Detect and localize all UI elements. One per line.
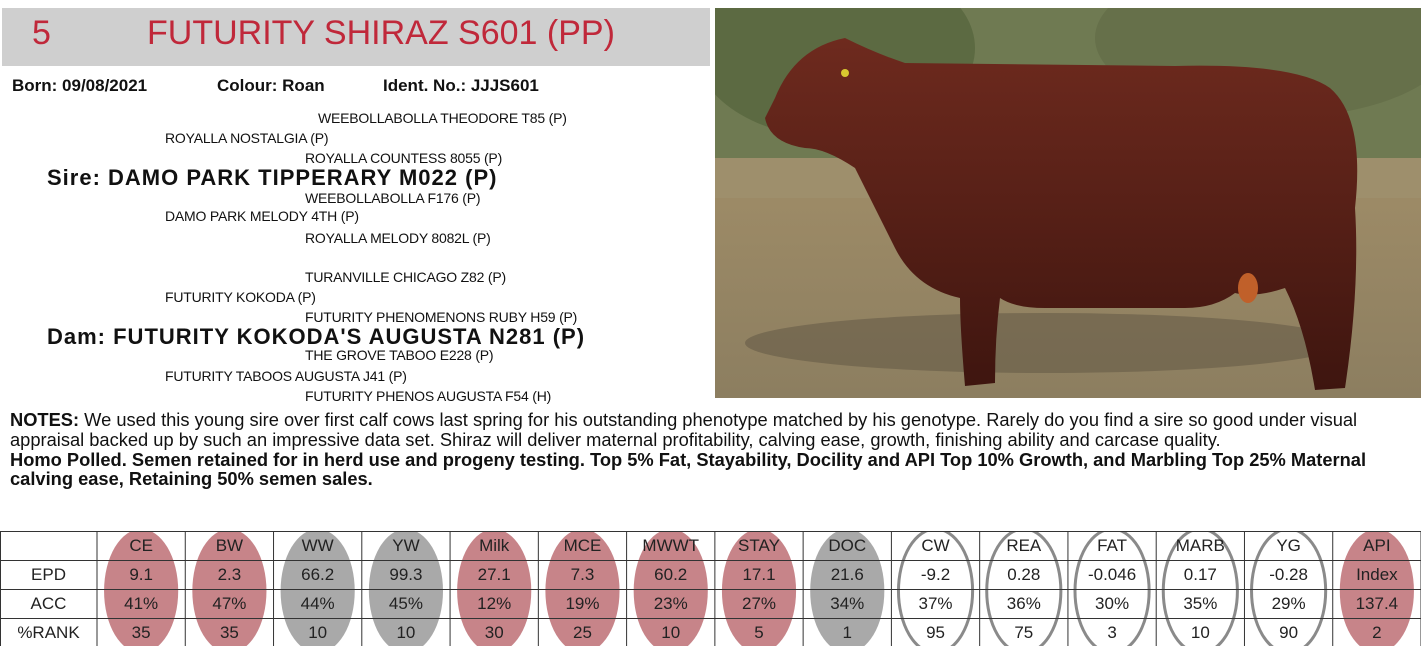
pedigree-line: FUTURITY KOKODA (P)	[165, 289, 316, 305]
notes-highlight: Homo Polled. Semen retained for in herd …	[10, 450, 1418, 488]
sire: Sire: DAMO PARK TIPPERARY M022 (P)	[47, 165, 497, 191]
table-cell: 95	[926, 623, 945, 642]
column-header: DOC	[828, 536, 866, 555]
table-cell: 2.3	[218, 565, 242, 584]
column-header: MWWT	[642, 536, 699, 555]
pedigree-line: FUTURITY PHENOS AUGUSTA F54 (H)	[305, 388, 551, 404]
table-cell: 29%	[1272, 594, 1306, 613]
table-cell: 10	[396, 623, 415, 642]
table-cell: 44%	[301, 594, 335, 613]
table-cell: 2	[1372, 623, 1381, 642]
table-cell: 30	[485, 623, 504, 642]
pedigree-line: FUTURITY TABOOS AUGUSTA J41 (P)	[165, 368, 407, 384]
row-label: ACC	[31, 594, 67, 613]
pedigree-line: THE GROVE TABOO E228 (P)	[305, 347, 493, 363]
lot-number: 5	[32, 14, 51, 53]
table-cell: 90	[1279, 623, 1298, 642]
column-header: YW	[392, 536, 419, 555]
pedigree-line: ROYALLA COUNTESS 8055 (P)	[305, 150, 502, 166]
table-cell: 7.3	[571, 565, 595, 584]
table-cell: 19%	[565, 594, 599, 613]
notes-body: We used this young sire over first calf …	[10, 410, 1357, 450]
column-header: API	[1363, 536, 1390, 555]
table-cell: 60.2	[654, 565, 687, 584]
table-cell: 1	[843, 623, 852, 642]
table-cell: 41%	[124, 594, 158, 613]
table-cell: -0.046	[1088, 565, 1136, 584]
column-header: YG	[1276, 536, 1301, 555]
table-cell: 0.28	[1007, 565, 1040, 584]
table-cell: 137.4	[1356, 594, 1399, 613]
table-cell: 12%	[477, 594, 511, 613]
table-cell: 36%	[1007, 594, 1041, 613]
table-cell: 30%	[1095, 594, 1129, 613]
table-cell: 23%	[654, 594, 688, 613]
epd-table: CE BW WW YW Milk MCE MWWT STAY DOC CW REA FAT MARB YG…	[0, 531, 1421, 646]
table-cell: 45%	[389, 594, 423, 613]
table-cell: -9.2	[921, 565, 950, 584]
notes: NOTES: We used this young sire over firs…	[10, 410, 1418, 530]
table-cell: 25	[573, 623, 592, 642]
table-cell: 17.1	[742, 565, 775, 584]
column-header: MCE	[564, 536, 602, 555]
column-header: Milk	[479, 536, 510, 555]
column-header: BW	[216, 536, 243, 555]
column-header: WW	[302, 536, 334, 555]
table-cell: 10	[661, 623, 680, 642]
pedigree-line: WEEBOLLABOLLA F176 (P)	[305, 190, 480, 206]
table-cell: 47%	[212, 594, 246, 613]
table-cell: 99.3	[389, 565, 422, 584]
table-cell: Index	[1356, 565, 1398, 584]
pedigree-line: TURANVILLE CHICAGO Z82 (P)	[305, 269, 506, 285]
row-label: %RANK	[17, 623, 80, 642]
table-cell: 75	[1014, 623, 1033, 642]
table-cell: 5	[754, 623, 763, 642]
row-label: EPD	[31, 565, 66, 584]
table-cell: 3	[1107, 623, 1116, 642]
table-cell: 9.1	[129, 565, 153, 584]
table-cell: 35%	[1183, 594, 1217, 613]
bull-detail	[1238, 273, 1258, 303]
table-cell: 27%	[742, 594, 776, 613]
table-cell: 27.1	[478, 565, 511, 584]
colour: Colour: Roan	[217, 76, 325, 96]
animal-name: FUTURITY SHIRAZ S601 (PP)	[147, 14, 615, 53]
table-cell: 10	[1191, 623, 1210, 642]
notes-label: NOTES:	[10, 410, 79, 430]
pedigree-line: DAMO PARK MELODY 4TH (P)	[165, 208, 359, 224]
born: Born: 09/08/2021	[12, 76, 147, 96]
table-cell: 66.2	[301, 565, 334, 584]
ear-tag	[841, 69, 849, 77]
pedigree-line: WEEBOLLABOLLA THEODORE T85 (P)	[318, 110, 567, 126]
ident: Ident. No.: JJJS601	[383, 76, 539, 96]
table-cell: 35	[220, 623, 239, 642]
shadow	[745, 313, 1345, 373]
table-cell: 34%	[830, 594, 864, 613]
column-header: STAY	[738, 536, 780, 555]
table-cell: 21.6	[831, 565, 864, 584]
column-header: CE	[129, 536, 153, 555]
table-cell: 37%	[919, 594, 953, 613]
column-header: CW	[921, 536, 949, 555]
table-cell: -0.28	[1269, 565, 1308, 584]
table-cell: 0.17	[1184, 565, 1217, 584]
table-cell: 10	[308, 623, 327, 642]
column-header: MARB	[1176, 536, 1225, 555]
catalogue-page: 5 FUTURITY SHIRAZ S601 (PP) Born: 09/08/…	[0, 0, 1421, 646]
column-header: REA	[1006, 536, 1042, 555]
notes-text: NOTES: We used this young sire over firs…	[10, 410, 1418, 450]
pedigree-line: ROYALLA MELODY 8082L (P)	[305, 230, 491, 246]
column-header: FAT	[1097, 536, 1127, 555]
pedigree-line: FUTURITY PHENOMENONS RUBY H59 (P)	[305, 309, 577, 325]
bull-photo	[715, 8, 1421, 398]
table-cell: 35	[132, 623, 151, 642]
pedigree-line: ROYALLA NOSTALGIA (P)	[165, 130, 328, 146]
